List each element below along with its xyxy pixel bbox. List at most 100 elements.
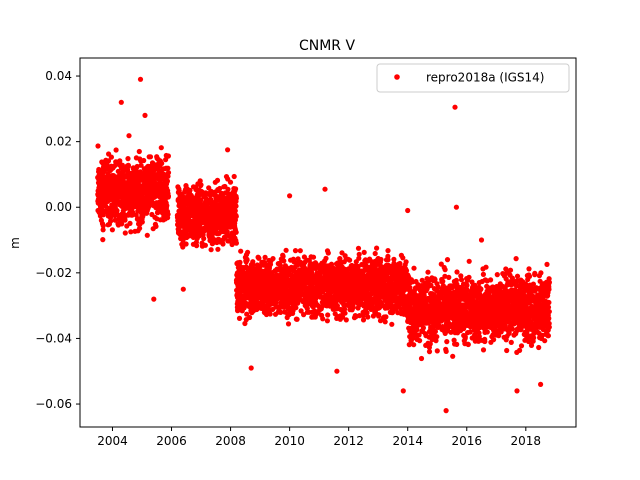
data-point [383,314,389,320]
data-point [165,153,171,159]
data-point [109,227,115,233]
data-point [108,218,114,224]
data-point [293,305,299,311]
data-point [411,342,417,348]
data-point [133,212,139,218]
data-point [233,195,239,201]
data-point [491,337,497,343]
data-point [484,329,490,335]
points-layer [95,76,553,414]
data-point [122,230,128,236]
data-point [136,148,142,155]
data-point [187,187,193,193]
data-point [208,247,214,253]
data-point [100,223,106,229]
data-point [324,318,330,324]
data-point [454,269,460,275]
data-point [385,257,391,263]
chart-title: CNMR V [299,38,356,54]
data-point [504,347,510,354]
data-point [389,321,395,327]
data-point [159,160,165,166]
data-point [108,154,114,160]
data-point [444,339,450,345]
data-point [247,314,253,321]
data-point [480,271,486,277]
data-point [292,248,299,254]
data-point [325,250,331,256]
data-point [397,260,403,267]
data-point [273,300,279,306]
data-point [350,304,356,310]
data-point [440,278,446,284]
data-point [237,259,243,265]
data-point [197,178,203,184]
data-point [233,240,239,246]
data-point [483,264,489,270]
data-point [355,245,362,251]
data-point [233,186,239,192]
data-point [450,353,456,359]
data-point [418,355,425,362]
data-point [220,241,226,247]
data-point [270,256,276,262]
data-point [480,347,487,353]
data-point [113,147,119,153]
data-point [365,314,371,320]
data-point [164,178,170,184]
data-point [134,163,140,170]
data-point [417,338,423,344]
data-point [165,165,171,171]
data-point [372,250,378,257]
data-point [100,227,106,233]
data-point [215,246,221,252]
data-point [198,182,204,188]
data-point [225,186,231,192]
data-point [444,257,451,263]
data-point [400,255,406,261]
data-point [403,259,409,265]
data-point [194,243,200,249]
data-point [374,245,380,251]
data-point [95,143,101,149]
data-point [425,269,431,275]
data-point [137,225,143,231]
data-point [201,235,207,242]
data-point [112,163,118,169]
data-point [147,154,154,160]
data-point [125,162,131,168]
data-point [158,145,164,151]
data-point [238,248,244,254]
data-point [310,254,317,260]
data-point [454,341,460,347]
data-point [138,162,144,168]
data-point [224,229,230,235]
data-point [198,197,204,203]
data-point [434,348,440,354]
data-point [347,257,353,263]
data-point [130,209,136,215]
data-point [117,158,123,164]
data-point [323,255,329,261]
data-point [414,327,420,333]
data-point [494,272,500,278]
data-point [360,317,367,323]
data-point [285,321,292,327]
data-point [153,223,159,229]
data-point [281,258,287,264]
data-point [233,203,239,209]
data-point [244,257,250,263]
data-point [227,179,234,185]
data-point [245,249,251,255]
data-point [325,312,331,318]
data-point [320,316,326,322]
data-point [139,219,145,225]
data-point [482,338,488,345]
data-point [466,258,472,264]
data-point [125,156,131,162]
data-point [376,312,382,318]
data-point [294,316,300,322]
data-point [267,311,273,317]
data-point [280,253,286,259]
